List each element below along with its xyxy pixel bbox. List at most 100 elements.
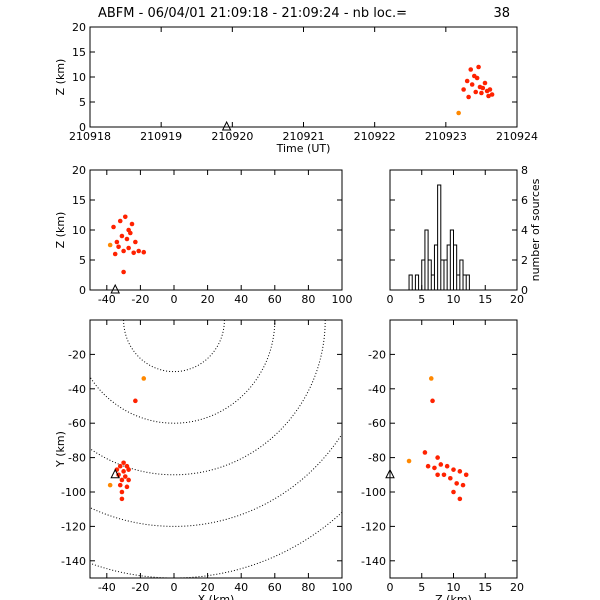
panel-content bbox=[406, 376, 469, 502]
y-tick-label: 4 bbox=[521, 224, 528, 237]
source-point bbox=[126, 477, 131, 483]
x-axis-label: X (km) bbox=[198, 593, 235, 600]
source-point bbox=[128, 230, 133, 236]
source-point bbox=[129, 221, 135, 227]
x-tick-label: -20 bbox=[131, 293, 149, 306]
x-tick-label: 210924 bbox=[496, 130, 538, 143]
source-point bbox=[126, 245, 131, 251]
x-tick-label: 210918 bbox=[69, 130, 111, 143]
x-tick-label: 210921 bbox=[283, 130, 325, 143]
y-tick-label: -140 bbox=[361, 555, 386, 568]
y-tick-label: 0 bbox=[79, 121, 86, 134]
source-point bbox=[432, 465, 437, 471]
y-tick-label: -60 bbox=[368, 417, 386, 430]
source-point bbox=[489, 92, 495, 97]
source-point bbox=[121, 469, 126, 474]
x-tick-label: 40 bbox=[234, 293, 248, 306]
x-tick-label: 5 bbox=[418, 581, 425, 594]
y-axis-label: Z (km) bbox=[54, 212, 67, 249]
panel-altitude-y: 0 5 10 15 20 -140 -120 -100 -80 -60 -40 -20 Z (km) bbox=[361, 319, 524, 600]
station-marker bbox=[221, 120, 232, 131]
source-point bbox=[121, 460, 126, 466]
x-tick-label: 15 bbox=[478, 293, 492, 306]
source-point bbox=[454, 481, 459, 486]
source-point bbox=[487, 87, 493, 92]
y-tick-label: 8 bbox=[521, 164, 528, 177]
source-point bbox=[435, 472, 440, 478]
source-point bbox=[473, 89, 479, 95]
source-point bbox=[114, 239, 120, 245]
x-tick-label: 60 bbox=[268, 581, 282, 594]
source-point bbox=[474, 75, 480, 81]
y-tick-label: 0 bbox=[521, 284, 528, 297]
source-point bbox=[119, 233, 125, 239]
source-point bbox=[117, 218, 123, 224]
y-tick-label: 10 bbox=[72, 71, 86, 84]
source-point bbox=[136, 248, 142, 254]
source-point bbox=[438, 462, 444, 467]
source-point bbox=[119, 496, 125, 502]
y-tick-label: -60 bbox=[68, 417, 86, 430]
source-point bbox=[448, 475, 453, 481]
x-tick-label: 80 bbox=[301, 293, 315, 306]
x-tick-label: 20 bbox=[510, 581, 524, 594]
source-point bbox=[122, 214, 128, 220]
y-tick-label: -140 bbox=[61, 555, 86, 568]
x-tick-label: 10 bbox=[447, 293, 461, 306]
source-point bbox=[141, 376, 147, 381]
source-point bbox=[117, 463, 123, 469]
source-point bbox=[466, 94, 471, 100]
panel-time-altitude: 210918 210919 210920 210921 210922 210923 2109… bbox=[54, 21, 538, 155]
source-point bbox=[468, 67, 474, 72]
panel-content bbox=[456, 64, 495, 116]
x-tick-label: 20 bbox=[201, 293, 215, 306]
source-point bbox=[441, 472, 447, 478]
source-point bbox=[469, 82, 475, 87]
y-tick-label: 2 bbox=[521, 254, 528, 267]
source-point bbox=[480, 85, 486, 91]
source-point bbox=[463, 472, 469, 478]
x-tick-label: 60 bbox=[268, 293, 282, 306]
x-tick-label: 0 bbox=[171, 581, 178, 594]
y-tick-label: -80 bbox=[68, 452, 86, 465]
y-tick-label: 5 bbox=[79, 96, 86, 109]
source-point bbox=[117, 482, 123, 488]
source-point bbox=[406, 458, 412, 464]
figure-title-count: 38 bbox=[493, 6, 510, 21]
x-axis-label: Z (km) bbox=[435, 593, 472, 600]
plot-panels: 210918 210919 210920 210921 210922 210923 2109… bbox=[54, 21, 543, 600]
source-point bbox=[124, 463, 130, 469]
y-tick-label: -40 bbox=[68, 383, 86, 396]
station-marker bbox=[110, 468, 121, 479]
source-point bbox=[456, 110, 461, 116]
y-tick-label: -100 bbox=[361, 486, 386, 499]
source-point bbox=[126, 467, 131, 472]
y-tick-label: 20 bbox=[72, 164, 86, 177]
source-point bbox=[457, 496, 463, 502]
station-marker bbox=[110, 283, 121, 294]
y-tick-label: -120 bbox=[361, 520, 386, 533]
source-point bbox=[122, 474, 128, 479]
source-point bbox=[133, 239, 138, 245]
panel-frame bbox=[89, 319, 343, 579]
x-tick-label: 0 bbox=[387, 293, 394, 306]
x-tick-label: -40 bbox=[98, 293, 116, 306]
source-point bbox=[451, 467, 456, 472]
panel-plan-view: -40 -20 0 20 40 60 80 100 -140 -120 -100 -80 -60 -40 -… bbox=[54, 319, 353, 600]
x-tick-label: 100 bbox=[332, 293, 353, 306]
source-point bbox=[107, 242, 113, 248]
source-point bbox=[476, 64, 481, 70]
x-tick-label: -20 bbox=[131, 581, 149, 594]
source-point bbox=[428, 376, 434, 381]
source-point bbox=[435, 455, 440, 460]
source-point bbox=[460, 482, 466, 488]
x-tick-label: 210920 bbox=[211, 130, 253, 143]
source-point bbox=[124, 236, 130, 242]
y-tick-label: -80 bbox=[368, 452, 386, 465]
source-point bbox=[133, 398, 138, 404]
x-tick-label: 5 bbox=[418, 293, 425, 306]
y-tick-label: -40 bbox=[368, 383, 386, 396]
